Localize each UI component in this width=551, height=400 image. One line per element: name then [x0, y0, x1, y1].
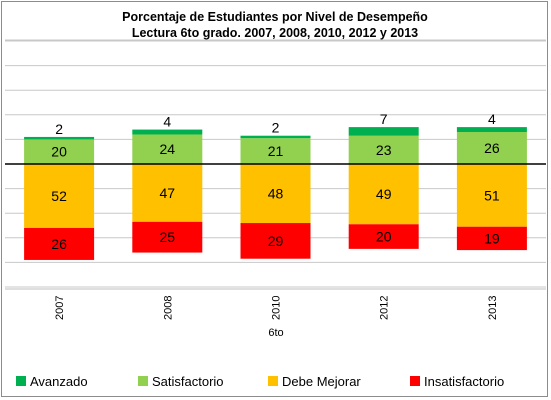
x-tick-label: 2007 [54, 296, 66, 320]
legend-label: Satisfactorio [152, 374, 224, 389]
data-label: 52 [51, 188, 67, 204]
chart-subtitle: Lectura 6to grado. 2007, 2008, 2010, 201… [132, 26, 418, 40]
data-label: 4 [163, 114, 171, 130]
bars: 20 2 52 26 24 4 47 25 21 2 48 29 23 7 49 20 26 4 51 19 [24, 111, 527, 260]
legend-label: Avanzado [30, 374, 88, 389]
legend-swatch [138, 376, 148, 386]
data-label: 24 [160, 141, 176, 157]
data-label: 26 [51, 236, 67, 252]
bar-segment-satisfactorio [456, 132, 527, 164]
bar-segment-debe-mejorar [456, 164, 527, 227]
legend-swatch [16, 376, 26, 386]
x-tick-label: 2012 [379, 296, 391, 320]
legend: Avanzado Satisfactorio Debe Mejorar Insatis… [16, 374, 504, 389]
data-label: 7 [380, 111, 388, 127]
legend-label: Insatisfactorio [424, 374, 504, 389]
bar-segment-avanzado [132, 129, 203, 135]
x-axis-tick-labels: 2007 2008 2010 2012 2013 [54, 296, 499, 320]
data-label: 29 [268, 233, 284, 249]
bar-segment-satisfactorio [24, 139, 95, 164]
bar-segment-insatisfactorio [132, 221, 203, 253]
data-label: 21 [268, 143, 284, 159]
x-tick-label: 2010 [271, 296, 283, 320]
bar-segment-debe-mejorar [240, 164, 311, 224]
bar-segment-debe-mejorar [132, 164, 203, 222]
data-label: 4 [488, 111, 496, 127]
data-label: 20 [51, 144, 67, 160]
data-label: 2 [55, 121, 63, 137]
bar-segment-insatisfactorio [24, 227, 95, 260]
bar-segment-satisfactorio [240, 138, 311, 164]
data-label: 49 [376, 186, 392, 202]
bar-segment-avanzado [456, 127, 527, 133]
legend-swatch [268, 376, 278, 386]
bar-segment-debe-mejorar [24, 164, 95, 228]
data-label: 23 [376, 142, 392, 158]
x-axis-label: 6to [268, 327, 283, 339]
data-label: 51 [484, 187, 500, 203]
bar-segment-satisfactorio [132, 134, 203, 164]
bar-segment-insatisfactorio [348, 224, 419, 249]
bar-segment-avanzado [348, 127, 419, 136]
x-tick-label: 2013 [487, 296, 499, 320]
data-label: 48 [268, 186, 284, 202]
bar-segment-satisfactorio [348, 135, 419, 164]
data-label: 47 [160, 185, 176, 201]
data-label: 2 [272, 120, 280, 136]
data-label: 26 [484, 140, 500, 156]
bar-segment-insatisfactorio [456, 226, 527, 251]
chart-title: Porcentaje de Estudiantes por Nivel de D… [122, 10, 428, 24]
legend-swatch [410, 376, 420, 386]
legend-label: Debe Mejorar [282, 374, 361, 389]
bar-segment-avanzado [24, 136, 95, 140]
bar-segment-debe-mejorar [348, 164, 419, 225]
data-label: 25 [160, 229, 176, 245]
x-tick-label: 2008 [162, 296, 174, 320]
bar-segment-avanzado [240, 135, 311, 139]
data-label: 19 [484, 230, 500, 246]
data-label: 20 [376, 229, 392, 245]
bar-segment-insatisfactorio [240, 223, 311, 259]
